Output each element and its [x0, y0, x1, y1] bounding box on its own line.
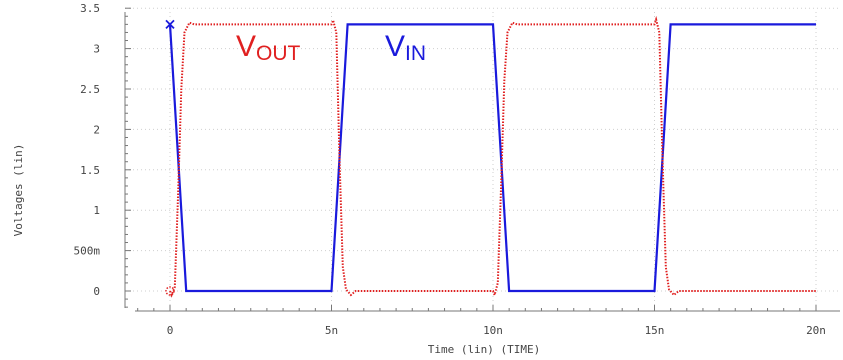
vout-label-sub: OUT: [256, 42, 301, 65]
series-line-out: [169, 15, 816, 299]
y-tick-label: 1: [93, 204, 100, 217]
grid: [125, 7, 840, 308]
series-start-marker-in: [165, 19, 175, 29]
axes: 0 500m 1 1.5 2 2.5 3 3.5 0 5n 10n 15n 20n: [74, 2, 840, 337]
x-tick-label: 15n: [645, 324, 665, 337]
x-tick-label: 10n: [483, 324, 503, 337]
y-axis-title: Voltages (lin): [12, 144, 25, 237]
series: [165, 15, 816, 299]
y-tick-label: 2.5: [80, 83, 100, 96]
x-tick-label: 20n: [806, 324, 826, 337]
y-tick-label: 500m: [74, 245, 101, 258]
y-tick-label: 3: [93, 43, 100, 56]
series-line-in: [168, 23, 816, 293]
vin-label-sub: IN: [405, 42, 426, 65]
vin-series-label: VIN: [385, 30, 426, 65]
x-tick-label: 0: [167, 324, 174, 337]
x-axis-title: Time (lin) (TIME): [428, 343, 541, 356]
series-start-marker-out: [165, 286, 175, 296]
y-tick-label: 0: [93, 285, 100, 298]
y-tick-label: 2: [93, 123, 100, 136]
y-tick-label: 3.5: [80, 2, 100, 15]
marker-stroke: [165, 19, 175, 29]
vout-label-main: V: [236, 30, 256, 63]
vout-series-label: VOUT: [236, 30, 301, 65]
x-tick-label: 5n: [325, 324, 338, 337]
y-tick-label: 1.5: [80, 164, 100, 177]
vin-label-main: V: [385, 30, 405, 63]
